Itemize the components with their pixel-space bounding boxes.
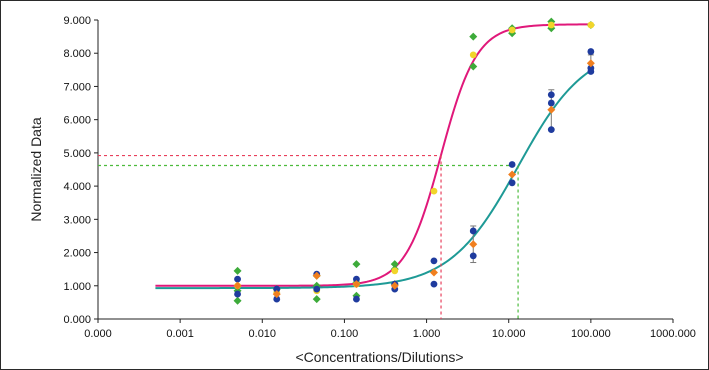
data-point-series-4 xyxy=(312,271,321,280)
data-point-series-4 xyxy=(429,268,438,277)
data-point-series-3 xyxy=(273,295,281,303)
x-tick-label: 0.000 xyxy=(84,328,112,340)
data-point-series-3 xyxy=(430,257,438,265)
y-tick-label: 2.000 xyxy=(63,248,91,260)
y-tick-label: 4.000 xyxy=(63,181,91,193)
data-point-series-2 xyxy=(469,51,477,59)
data-point-series-3 xyxy=(547,91,555,99)
data-point-series-3 xyxy=(234,275,241,283)
data-point-series-4 xyxy=(547,105,556,114)
y-tick-label: 0.000 xyxy=(63,314,91,326)
data-point-series-3 xyxy=(353,275,360,283)
data-point-series-3 xyxy=(313,285,321,293)
y-tick-label: 9.000 xyxy=(63,15,91,27)
data-point-series-2 xyxy=(391,267,399,275)
y-tick-label: 8.000 xyxy=(63,48,91,60)
data-point-series-1 xyxy=(233,296,242,305)
x-tick-label: 100.000 xyxy=(571,328,611,340)
data-point-series-4 xyxy=(233,281,242,290)
data-point-series-3 xyxy=(469,252,477,260)
data-point-series-3 xyxy=(547,126,555,134)
y-axis-title: Normalized Data xyxy=(28,117,44,221)
data-point-series-1 xyxy=(312,295,321,304)
data-point-series-3 xyxy=(508,179,516,187)
x-tick-label: 10.000 xyxy=(492,328,526,340)
x-tick-label: 0.001 xyxy=(166,328,194,340)
y-tick-label: 5.000 xyxy=(63,148,91,160)
data-point-series-1 xyxy=(233,266,242,275)
x-tick-label: 1000.000 xyxy=(650,328,696,340)
data-point-series-1 xyxy=(352,260,361,269)
x-tick-label: 0.010 xyxy=(249,328,277,340)
data-point-series-1 xyxy=(469,62,478,71)
data-point-series-4 xyxy=(469,240,478,249)
data-point-series-3 xyxy=(234,290,241,298)
data-point-series-3 xyxy=(587,48,595,55)
data-point-series-4 xyxy=(390,281,399,290)
data-point-series-1 xyxy=(390,260,399,269)
x-axis-title: <Concentrations/Dilutions> xyxy=(295,349,463,365)
data-point-series-4 xyxy=(272,290,281,299)
data-point-series-3 xyxy=(273,285,281,293)
x-tick-label: 0.100 xyxy=(331,328,359,340)
fit-curve-1 xyxy=(155,23,591,287)
data-point-series-3 xyxy=(353,295,360,303)
y-tick-label: 6.000 xyxy=(63,115,91,127)
data-point-series-4 xyxy=(586,59,595,68)
y-tick-label: 3.000 xyxy=(63,214,91,226)
data-point-series-2 xyxy=(508,26,516,34)
data-point-series-4 xyxy=(352,280,361,289)
data-point-series-3 xyxy=(469,227,477,235)
fit-curve-2 xyxy=(155,69,592,290)
x-tick-label: 1.000 xyxy=(413,328,441,340)
y-tick-label: 1.000 xyxy=(63,281,91,293)
data-point-series-2 xyxy=(587,21,595,29)
data-point-series-3 xyxy=(430,280,438,288)
data-point-series-3 xyxy=(508,161,516,168)
data-point-series-3 xyxy=(587,68,595,75)
data-point-series-1 xyxy=(469,32,478,41)
y-tick-label: 7.000 xyxy=(63,81,91,93)
data-point-series-2 xyxy=(430,187,438,195)
data-point-series-3 xyxy=(547,99,555,107)
data-point-series-4 xyxy=(508,170,517,179)
data-point-series-2 xyxy=(547,21,555,29)
